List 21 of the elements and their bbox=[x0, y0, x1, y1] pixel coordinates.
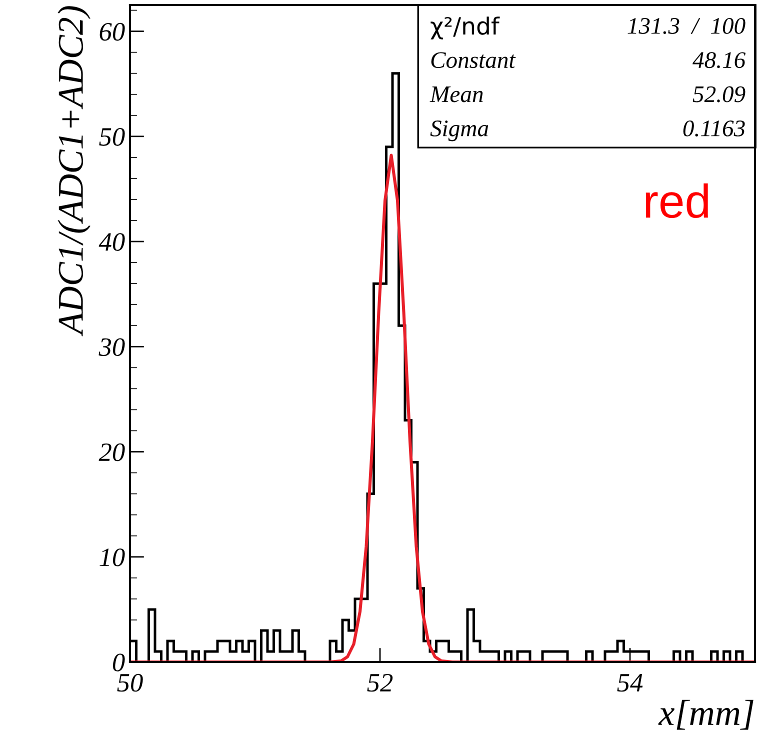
y-tick-label: 50 bbox=[99, 128, 125, 146]
y-tick-label: 40 bbox=[98, 233, 125, 251]
annotation: Sigma bbox=[430, 120, 488, 142]
annotation: 52.09 bbox=[692, 86, 746, 102]
annotation: Mean bbox=[430, 86, 483, 102]
y-tick-label: 30 bbox=[98, 338, 125, 356]
y-axis-title: ADC1/(ADC1+ADC2) bbox=[58, 6, 90, 336]
x-axis-title: x[mm] bbox=[658, 700, 754, 730]
annotation: 0.1163 bbox=[683, 120, 745, 136]
x-tick-label: 54 bbox=[617, 674, 643, 692]
annotation: red bbox=[646, 183, 708, 218]
y-tick-label: 20 bbox=[98, 443, 125, 462]
annotation: 48.16 bbox=[692, 52, 746, 68]
y-tick-label: 10 bbox=[100, 548, 125, 566]
x-tick-label: 52 bbox=[367, 674, 393, 692]
x-tick-label: 50 bbox=[117, 674, 143, 692]
y-tick-label: 0 bbox=[112, 654, 125, 672]
annotation: Constant bbox=[431, 52, 516, 68]
annotation: χ²/ndf bbox=[430, 16, 500, 40]
annotation: 131.3 / 100 bbox=[628, 18, 746, 34]
y-tick-label: 60 bbox=[100, 22, 125, 41]
